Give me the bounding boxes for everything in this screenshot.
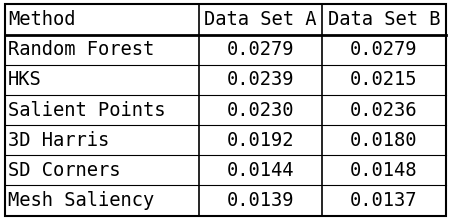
- Text: 3D Harris: 3D Harris: [8, 131, 109, 150]
- Text: 0.0279: 0.0279: [350, 40, 418, 59]
- Text: 0.0144: 0.0144: [226, 161, 294, 180]
- Text: 0.0148: 0.0148: [350, 161, 418, 180]
- Text: 0.0230: 0.0230: [226, 101, 294, 119]
- Text: 0.0192: 0.0192: [226, 131, 294, 150]
- Text: 0.0279: 0.0279: [226, 40, 294, 59]
- Text: 0.0139: 0.0139: [226, 191, 294, 210]
- Text: Data Set B: Data Set B: [328, 10, 440, 29]
- Text: SD Corners: SD Corners: [8, 161, 121, 180]
- Text: 0.0137: 0.0137: [350, 191, 418, 210]
- Text: 0.0180: 0.0180: [350, 131, 418, 150]
- Text: 0.0236: 0.0236: [350, 101, 418, 119]
- Text: Random Forest: Random Forest: [8, 40, 154, 59]
- Text: Data Set A: Data Set A: [204, 10, 316, 29]
- Text: Salient Points: Salient Points: [8, 101, 166, 119]
- Text: Mesh Saliency: Mesh Saliency: [8, 191, 154, 210]
- Text: 0.0239: 0.0239: [226, 70, 294, 89]
- Text: HKS: HKS: [8, 70, 42, 89]
- Text: 0.0215: 0.0215: [350, 70, 418, 89]
- Text: Method: Method: [8, 10, 76, 29]
